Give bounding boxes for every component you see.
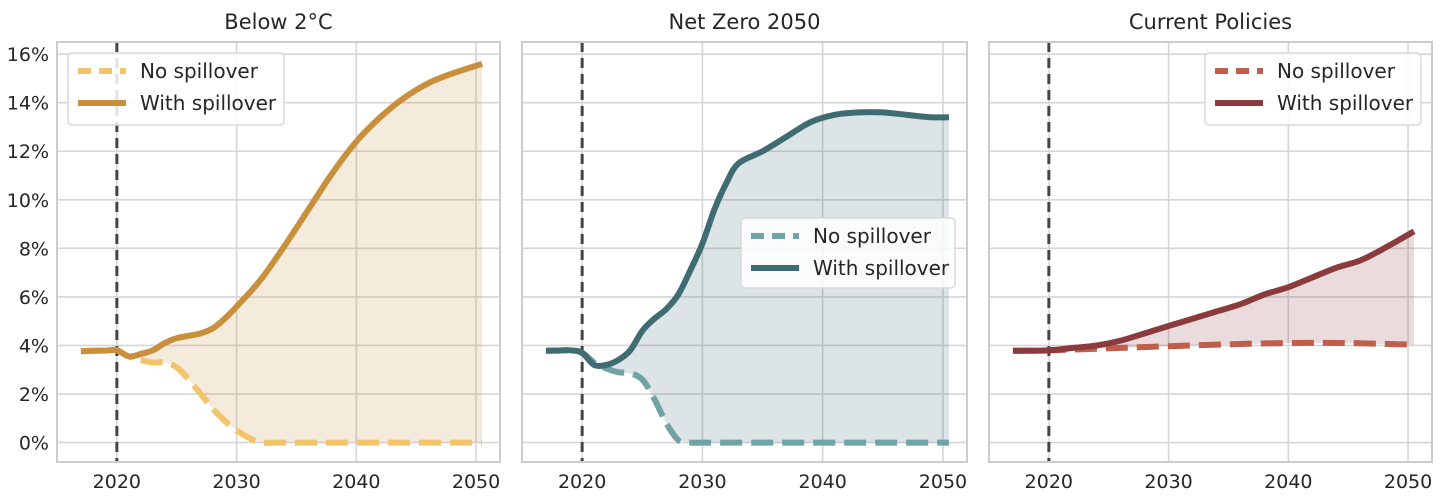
legend: No spillover With spillover: [67, 52, 285, 126]
series-line-with-spillover: [1012, 228, 1416, 354]
x-tick-label: 2050: [919, 471, 967, 493]
legend-label: No spillover: [813, 224, 932, 248]
plot-frame: [988, 41, 1433, 463]
y-tick-label: 6%: [19, 287, 49, 309]
legend-label: With spillover: [1277, 91, 1414, 115]
plot-frame: [56, 41, 501, 463]
x-tick-label: 2030: [1144, 471, 1192, 493]
y-tick-label: 0%: [19, 433, 49, 455]
x-tick-label: 2020: [558, 471, 606, 493]
series-line-with-spillover: [545, 109, 949, 369]
x-tick-label: 2030: [212, 471, 260, 493]
x-tick-label: 2020: [93, 471, 141, 493]
legend-label: With spillover: [813, 256, 950, 280]
fill-between-area: [1012, 231, 1415, 351]
chart-panel-2: Net Zero 2050 2020 2030 2040 2050 No spillove…: [521, 10, 968, 493]
legend-label: No spillover: [140, 59, 259, 83]
x-tick-label: 2050: [1384, 471, 1432, 493]
chart-title: Below 2°C: [224, 10, 332, 34]
series-line-with-spillover: [80, 60, 483, 360]
y-tick-label: 14%: [7, 93, 49, 115]
legend: No spillover With spillover: [740, 217, 956, 289]
y-tick-label: 2%: [19, 384, 49, 406]
legend-label: With spillover: [140, 91, 277, 115]
y-tick-label: 12%: [7, 141, 49, 163]
x-tick-label: 2040: [1264, 471, 1312, 493]
x-tick-label: 2040: [332, 471, 380, 493]
chart-title: Current Policies: [1129, 10, 1292, 34]
y-tick-label: 10%: [7, 190, 49, 212]
x-tick-label: 2030: [678, 471, 726, 493]
y-tick-label: 16%: [7, 44, 49, 66]
x-tick-label: 2040: [798, 471, 846, 493]
x-tick-label: 2020: [1025, 471, 1073, 493]
chart-title: Net Zero 2050: [669, 10, 821, 34]
legend-label: No spillover: [1277, 59, 1396, 83]
chart-panel-3: Current Policies 2020 2030 2040 2050 No spill…: [988, 10, 1433, 493]
y-tick-label: 4%: [19, 335, 49, 357]
plot-frame: [521, 41, 968, 463]
chart-panel-1: Below 2°C 2020 2030 2040 2050 0% 2% 4% 6% 8% 10% 12…: [7, 10, 501, 493]
legend: No spillover With spillover: [1204, 52, 1422, 126]
x-tick-label: 2050: [452, 471, 500, 493]
y-tick-label: 8%: [19, 238, 49, 260]
